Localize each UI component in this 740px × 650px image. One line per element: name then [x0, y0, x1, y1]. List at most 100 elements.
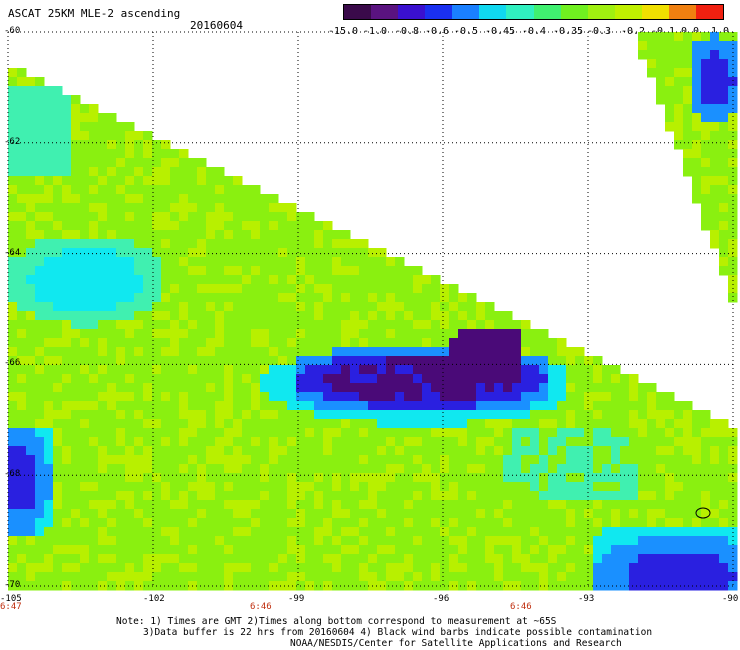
wind-speed-cell [530, 536, 540, 546]
longitude-label: -96 [433, 594, 450, 604]
wind-speed-cell [566, 365, 576, 375]
wind-speed-cell [206, 536, 216, 546]
wind-speed-cell [314, 257, 324, 267]
wind-speed-cell [377, 284, 387, 294]
wind-speed-cell [269, 419, 279, 429]
wind-speed-cell [557, 347, 567, 357]
wind-speed-cell [242, 545, 252, 555]
wind-speed-cell [8, 536, 18, 546]
wind-speed-cell [638, 455, 648, 465]
wind-speed-cell [269, 554, 279, 564]
wind-speed-cell [710, 158, 720, 168]
wind-speed-cell [125, 581, 135, 591]
wind-speed-cell [188, 293, 198, 303]
wind-speed-cell [485, 311, 495, 321]
lat-lon-grid [7, 31, 734, 587]
wind-speed-cell [431, 473, 441, 483]
wind-speed-cell [134, 329, 144, 339]
wind-speed-cell [503, 527, 513, 537]
wind-speed-cell [548, 446, 558, 456]
wind-speed-cell [107, 239, 117, 249]
wind-speed-cell [494, 401, 504, 411]
wind-speed-cell [476, 338, 486, 348]
wind-speed-cell [44, 437, 54, 447]
wind-speed-cell [395, 572, 405, 582]
wind-speed-cell [233, 230, 243, 240]
wind-speed-cell [62, 545, 72, 555]
wind-speed-cell [224, 500, 234, 510]
wind-speed-cell [647, 563, 657, 573]
wind-speed-cell [179, 455, 189, 465]
wind-speed-cell [134, 338, 144, 348]
wind-speed-cell [152, 401, 162, 411]
wind-speed-cell [674, 491, 684, 501]
wind-speed-cell [620, 473, 630, 483]
wind-speed-cell [575, 392, 585, 402]
wind-speed-cell [89, 329, 99, 339]
wind-speed-cell [467, 464, 477, 474]
wind-speed-cell [215, 221, 225, 231]
wind-speed-cell [134, 239, 144, 249]
wind-speed-cell [26, 482, 36, 492]
wind-speed-cell [323, 581, 333, 591]
wind-speed-cell [35, 185, 45, 195]
wind-speed-cell [440, 482, 450, 492]
wind-speed-cell [242, 320, 252, 330]
wind-speed-cell [251, 221, 261, 231]
wind-speed-cell [575, 518, 585, 528]
wind-speed-cell [305, 248, 315, 258]
wind-speed-cell [503, 365, 513, 375]
wind-speed-cell [53, 131, 63, 141]
wind-speed-cell [143, 473, 153, 483]
wind-speed-cell [161, 302, 171, 312]
wind-speed-cell [116, 302, 126, 312]
wind-speed-cell [17, 338, 27, 348]
wind-speed-cell [44, 347, 54, 357]
wind-speed-cell [665, 581, 675, 591]
wind-speed-cell [170, 176, 180, 186]
wind-speed-cell [233, 437, 243, 447]
wind-speed-cell [89, 419, 99, 429]
wind-speed-cell [467, 338, 477, 348]
wind-speed-cell [611, 455, 621, 465]
wind-speed-cell [476, 383, 486, 393]
wind-speed-cell [134, 158, 144, 168]
wind-speed-cell [62, 563, 72, 573]
wind-speed-cell [26, 293, 36, 303]
wind-speed-cell [197, 167, 207, 177]
wind-speed-cell [62, 203, 72, 213]
wind-speed-cell [359, 356, 369, 366]
wind-speed-cell [305, 464, 315, 474]
wind-speed-cell [431, 464, 441, 474]
wind-speed-cell [8, 428, 18, 438]
wind-speed-cell [17, 185, 27, 195]
wind-speed-cell [125, 572, 135, 582]
wind-speed-cell [98, 509, 108, 519]
wind-speed-cell [386, 302, 396, 312]
wind-speed-cell [431, 482, 441, 492]
wind-speed-cell [125, 320, 135, 330]
wind-speed-cell [683, 500, 693, 510]
wind-speed-cell [503, 491, 513, 501]
wind-speed-cell [323, 230, 333, 240]
wind-speed-cell [305, 383, 315, 393]
wind-speed-cell [332, 437, 342, 447]
wind-speed-cell [665, 437, 675, 447]
wind-speed-cell [611, 581, 621, 591]
wind-speed-cell [125, 563, 135, 573]
wind-speed-cell [170, 455, 180, 465]
wind-speed-cell [251, 500, 261, 510]
wind-speed-cell [26, 77, 36, 87]
wind-speed-cell [215, 563, 225, 573]
wind-speed-cell [575, 509, 585, 519]
wind-speed-cell [152, 392, 162, 402]
wind-speed-cell [611, 401, 621, 411]
wind-speed-cell [206, 464, 216, 474]
wind-speed-cell [35, 446, 45, 456]
wind-speed-cell [125, 203, 135, 213]
wind-speed-cell [269, 365, 279, 375]
wind-speed-cell [233, 509, 243, 519]
wind-speed-cell [197, 446, 207, 456]
wind-speed-cell [422, 563, 432, 573]
wind-speed-cell [557, 509, 567, 519]
